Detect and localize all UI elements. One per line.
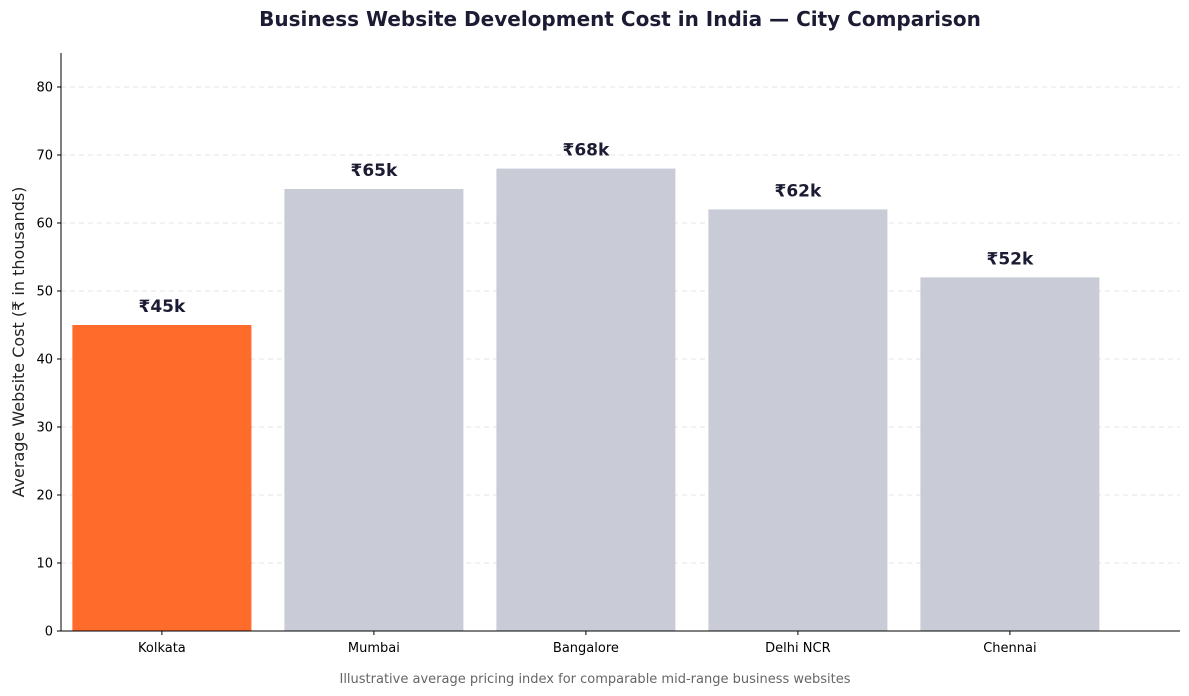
x-tick-label: Delhi NCR: [765, 641, 830, 656]
x-ticks: Kolkata Mumbai Bangalore Delhi NCR Chennai: [138, 631, 1037, 656]
y-tick-label: 50: [36, 285, 53, 300]
x-tick-label: Kolkata: [138, 641, 186, 656]
chart-title: Business Website Development Cost in Ind…: [259, 7, 981, 31]
y-tick-label: 80: [36, 81, 53, 96]
y-ticks: 0 10 20 30 40 50 60 70 80: [36, 81, 61, 640]
x-tick-label: Bangalore: [553, 641, 619, 656]
y-tick-label: 70: [36, 149, 53, 164]
bar-delhi-ncr: [708, 209, 888, 631]
y-tick-label: 60: [36, 217, 53, 232]
bar-chennai: [920, 277, 1100, 631]
axes: [60, 53, 1180, 632]
data-labels: ₹45k ₹65k ₹68k ₹62k ₹52k: [139, 141, 1034, 317]
y-axis-label: Average Website Cost (₹ in thousands): [9, 187, 28, 498]
y-tick-label: 30: [36, 421, 53, 436]
x-tick-label: Chennai: [983, 641, 1036, 656]
y-tick-label: 40: [36, 353, 53, 368]
y-tick-label: 0: [45, 625, 53, 640]
bars: [72, 168, 1100, 631]
bar-value-label: ₹68k: [563, 141, 610, 161]
bar-value-label: ₹65k: [351, 161, 398, 181]
bar-kolkata: [72, 325, 252, 631]
x-tick-label: Mumbai: [348, 641, 400, 656]
bar-value-label: ₹62k: [775, 181, 822, 201]
bar-value-label: ₹52k: [987, 249, 1034, 269]
bar-bangalore: [496, 168, 676, 631]
bar-mumbai: [284, 189, 464, 631]
chart-subtitle: Illustrative average pricing index for c…: [339, 672, 850, 687]
y-tick-label: 20: [36, 489, 53, 504]
bar-value-label: ₹45k: [139, 297, 186, 317]
y-tick-label: 10: [36, 557, 53, 572]
